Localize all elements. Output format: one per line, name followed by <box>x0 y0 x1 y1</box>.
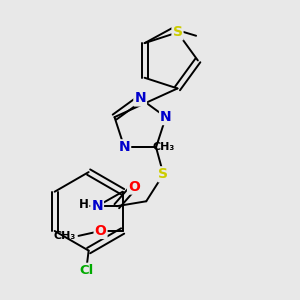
Text: N: N <box>134 92 146 106</box>
Text: O: O <box>128 180 140 194</box>
Text: CH₃: CH₃ <box>152 142 175 152</box>
Text: S: S <box>158 167 168 181</box>
Text: CH₃: CH₃ <box>54 231 76 241</box>
Text: O: O <box>94 224 106 238</box>
Text: Cl: Cl <box>79 264 93 277</box>
Text: N: N <box>91 199 103 213</box>
Text: N: N <box>160 110 172 124</box>
Text: N: N <box>118 140 130 154</box>
Text: H: H <box>79 199 88 212</box>
Text: S: S <box>172 26 182 39</box>
